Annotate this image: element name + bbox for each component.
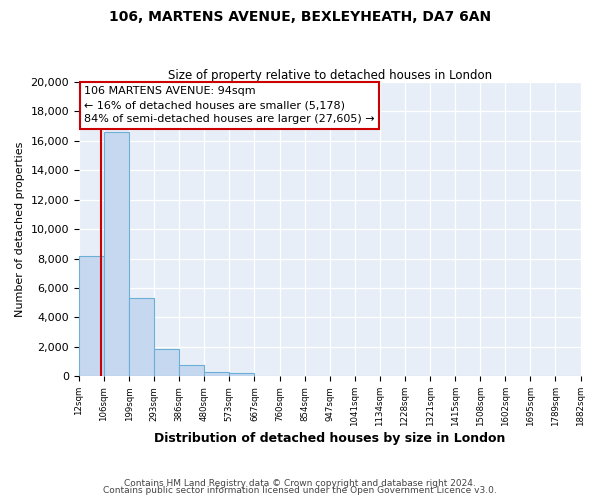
Bar	[104, 132, 129, 376]
Bar	[79, 256, 104, 376]
Text: Contains HM Land Registry data © Crown copyright and database right 2024.: Contains HM Land Registry data © Crown c…	[124, 478, 476, 488]
Bar	[229, 374, 254, 376]
Text: 106, MARTENS AVENUE, BEXLEYHEATH, DA7 6AN: 106, MARTENS AVENUE, BEXLEYHEATH, DA7 6A…	[109, 10, 491, 24]
Bar	[205, 372, 229, 376]
Bar	[179, 366, 205, 376]
X-axis label: Distribution of detached houses by size in London: Distribution of detached houses by size …	[154, 432, 505, 445]
Text: 106 MARTENS AVENUE: 94sqm
← 16% of detached houses are smaller (5,178)
84% of se: 106 MARTENS AVENUE: 94sqm ← 16% of detac…	[84, 86, 375, 124]
Title: Size of property relative to detached houses in London: Size of property relative to detached ho…	[167, 69, 492, 82]
Y-axis label: Number of detached properties: Number of detached properties	[15, 142, 25, 317]
Bar	[129, 298, 154, 376]
Text: Contains public sector information licensed under the Open Government Licence v3: Contains public sector information licen…	[103, 486, 497, 495]
Bar	[154, 349, 179, 376]
